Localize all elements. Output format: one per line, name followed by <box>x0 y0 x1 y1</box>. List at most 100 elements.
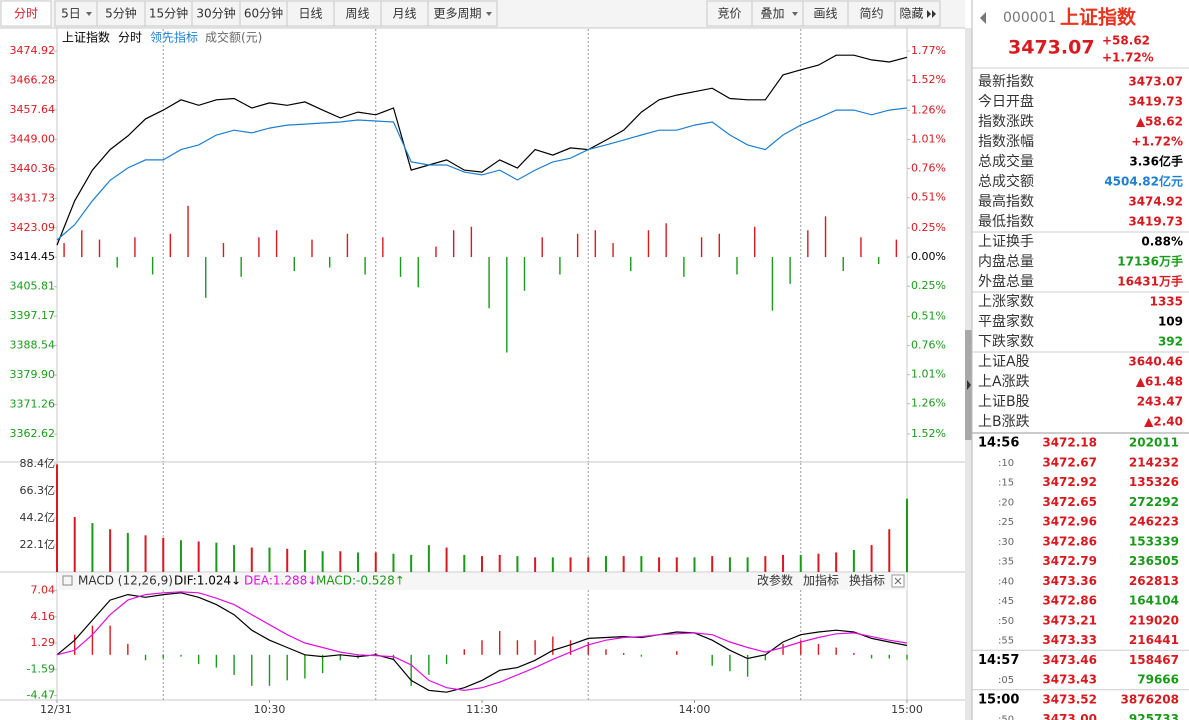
macd-bar <box>392 654 395 661</box>
prev-arrow[interactable] <box>980 12 986 24</box>
legend-volume: 成交额(元) <box>205 30 262 45</box>
trade-volume: 272292 <box>1129 495 1179 509</box>
volume-bar <box>268 547 271 572</box>
quote-value: 109 <box>1158 315 1183 329</box>
trade-volume: 135326 <box>1129 475 1179 489</box>
macd-bar <box>109 625 111 655</box>
strength-bar <box>293 257 295 272</box>
y-tick-label: 3431.73 <box>10 191 56 204</box>
macd-bar <box>339 654 342 661</box>
strength-bar <box>541 237 543 258</box>
quote-value: 3640.46 <box>1128 355 1183 369</box>
trade-price: 3473.43 <box>1042 673 1097 687</box>
volume-bar <box>481 556 483 572</box>
trade-time: :25 <box>998 517 1014 528</box>
volume-bar <box>321 551 324 572</box>
volume-bar <box>179 540 182 572</box>
macd-title: MACD (12,26,9) <box>78 574 173 588</box>
volume-bar <box>835 552 838 572</box>
legend-lead: 领先指标 <box>150 30 198 45</box>
strength-bar <box>187 205 189 258</box>
strength-bar <box>240 257 242 277</box>
volume-bar <box>622 556 625 572</box>
dropdown-caret <box>486 12 492 16</box>
volume-bar <box>764 556 767 572</box>
strength-bar <box>630 257 632 272</box>
strength-bar <box>683 257 685 277</box>
trade-time: :15 <box>998 478 1014 489</box>
y-tick-label: 88.4亿 <box>20 457 56 470</box>
macd-bar <box>640 654 643 657</box>
volume-bar <box>392 553 395 572</box>
volume-bar <box>91 523 94 572</box>
strength-bar <box>470 226 473 258</box>
strength-bar <box>435 246 437 258</box>
series-line <box>56 592 908 693</box>
strength-bar <box>98 239 101 258</box>
toolbar-button[interactable] <box>427 0 498 27</box>
toolbar-button[interactable] <box>191 0 241 27</box>
quote-label: 上涨家数 <box>978 293 1034 310</box>
macd-bar <box>215 654 218 668</box>
toolbar-button[interactable] <box>144 0 193 27</box>
volume-bar <box>711 556 714 572</box>
toolbar-label: 15分钟 <box>149 6 188 21</box>
strength-bar <box>895 239 898 258</box>
quote-value: 0.88% <box>1141 235 1183 249</box>
toolbar-button[interactable] <box>96 0 146 27</box>
y2-tick-label: 1.26% <box>911 103 946 116</box>
strength-bar <box>275 230 278 258</box>
volume-bar <box>587 557 590 572</box>
macd-bar <box>516 640 519 655</box>
expand-arrow[interactable] <box>967 380 971 390</box>
macd-bar <box>445 654 448 664</box>
macd-legend: MACD:-0.528↑ <box>316 574 405 588</box>
toolbar-label: 月线 <box>392 7 416 21</box>
toolbar-button[interactable] <box>380 0 429 27</box>
trade-time: :50 <box>998 715 1014 720</box>
macd-button[interactable]: 换指标 <box>849 573 885 588</box>
stock-price: 3473.07 <box>1008 37 1095 59</box>
macd-button[interactable]: 加指标 <box>803 573 839 588</box>
macd-bar <box>782 643 784 655</box>
volume-bar <box>728 557 731 572</box>
quote-label: 上B涨跌 <box>978 414 1030 430</box>
volume-bar <box>144 535 147 572</box>
x-tick-label: 15:00 <box>891 703 923 716</box>
macd-bar <box>534 640 536 655</box>
y-tick-label: 3414.45 <box>10 250 56 263</box>
toolbar-label: 日线 <box>298 7 322 21</box>
toolbar-button[interactable] <box>706 0 753 27</box>
volume-bar <box>782 554 785 572</box>
strength-bar <box>346 233 349 258</box>
quote-label: 上A涨跌 <box>978 374 1030 390</box>
strength-bar <box>382 237 384 258</box>
macd-bar <box>906 654 908 660</box>
series-line <box>56 591 908 692</box>
series-line <box>56 54 908 246</box>
toolbar-button[interactable] <box>286 0 335 27</box>
macd-bar <box>321 654 324 674</box>
macd-header-bg <box>57 573 907 590</box>
strength-bar <box>169 233 172 258</box>
macd-bar <box>552 636 554 655</box>
toolbar-button[interactable] <box>333 0 382 27</box>
strength-bar <box>417 257 419 288</box>
toolbar-button[interactable] <box>0 0 52 27</box>
y-tick-label: -4.47 <box>27 689 55 702</box>
trade-volume: 216441 <box>1129 633 1179 647</box>
trade-price: 3472.86 <box>1042 534 1097 548</box>
volume-bar <box>339 551 342 572</box>
macd-bar <box>304 654 306 679</box>
macd-button[interactable]: 改参数 <box>757 573 793 588</box>
y2-tick-label: 0.25% <box>911 221 946 234</box>
volume-bar <box>817 553 820 572</box>
macd-bar <box>499 631 501 655</box>
strength-bar <box>63 243 65 258</box>
toolbar-label: 周线 <box>345 7 369 21</box>
macd-bar <box>888 654 890 659</box>
macd-bar <box>428 654 430 675</box>
macd-legend: DEA:1.288↓ <box>244 574 317 588</box>
